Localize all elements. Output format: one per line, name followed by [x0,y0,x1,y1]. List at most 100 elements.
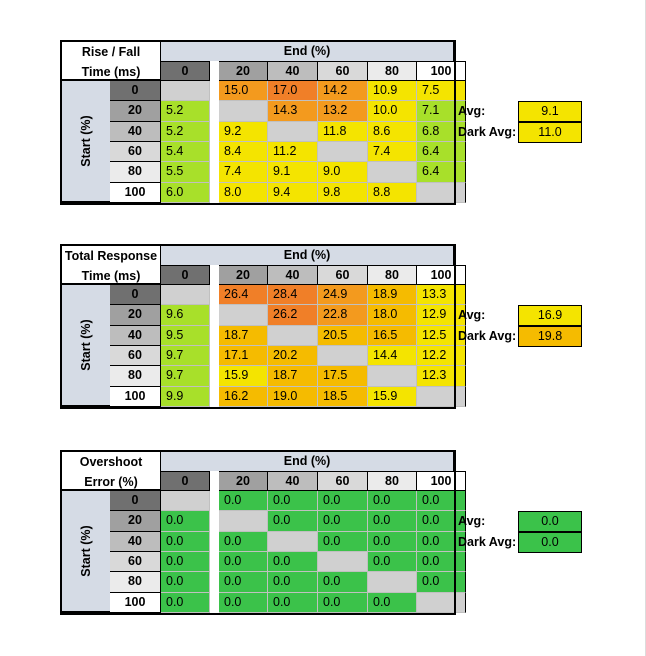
value-cell: 18.7 [268,366,318,387]
value-cell [417,386,466,407]
value-cell [219,101,268,122]
row-header: 40 [110,325,161,346]
value-cell [368,162,417,183]
value-cell: 0.0 [219,551,268,573]
value-cell: 0.0 [161,551,210,573]
table-title-line1: Rise / Fall [81,45,141,59]
value-cell [417,182,466,203]
value-cell: 0.0 [318,531,368,552]
value-cell: 0.0 [219,491,268,512]
row-header: 20 [110,305,161,326]
value-cell: 7.1 [417,101,466,122]
column-header: 100 [417,471,466,491]
dark-avg-label: Dark Avg: [458,534,517,549]
value-cell: 14.3 [268,101,318,122]
column-header: 60 [318,265,368,285]
column-header: 20 [219,471,268,491]
value-cell: 8.8 [368,182,417,203]
value-cell: 0.0 [268,572,318,593]
value-cell: 0.0 [268,592,318,613]
start-percent-header: Start (%) [60,285,110,407]
table-block: Rise / Fall Time (ms) End (%) Start (%) 0 20 4… [60,40,646,205]
value-cell [368,572,417,593]
value-cell: 0.0 [368,551,417,573]
table-block: Total Response Time (ms) End (%) Start (%) 0… [60,244,646,409]
value-cell: 9.4 [268,182,318,203]
column-header: 0 [161,61,210,81]
column-header: 40 [268,265,318,285]
row-header: 20 [110,511,161,532]
value-cell: 6.4 [417,162,466,183]
avg-label: Avg: [458,514,486,529]
row-header: 100 [110,386,161,407]
value-cell: 0.0 [268,551,318,573]
row-header: 0 [110,81,161,102]
table-title-line1: Overshoot [79,455,143,469]
value-cell: 7.4 [219,162,268,183]
value-cell [161,81,210,102]
value-cell: 0.0 [219,572,268,593]
value-cell: 12.9 [417,305,466,326]
avg-label: Avg: [458,104,486,119]
column-header: 80 [368,61,417,81]
dark-avg-value: 0.0 [518,531,582,553]
value-cell: 16.5 [368,325,417,346]
value-cell: 9.7 [161,345,210,367]
value-cell: 20.5 [318,325,368,346]
value-cell [219,305,268,326]
value-cell [368,366,417,387]
row-header: 40 [110,531,161,552]
value-cell: 9.2 [219,121,268,142]
column-header: 80 [368,471,417,491]
avg-label: Avg: [458,308,486,323]
value-cell: 0.0 [161,511,210,532]
row-header: 0 [110,491,161,512]
value-cell [161,491,210,512]
value-cell: 8.0 [219,182,268,203]
row-header: 80 [110,572,161,593]
value-cell: 0.0 [318,572,368,593]
row-header: 40 [110,121,161,142]
value-cell: 9.7 [161,366,210,387]
value-cell: 6.4 [417,141,466,163]
avg-value: 16.9 [518,305,582,327]
start-percent-label: Start (%) [79,115,93,167]
value-cell: 13.3 [417,285,466,306]
dark-avg-label: Dark Avg: [458,124,517,139]
row-header: 80 [110,366,161,387]
value-cell: 0.0 [368,592,417,613]
table-title: Overshoot Error (%) [60,450,161,491]
value-cell: 18.7 [219,325,268,346]
value-cell: 18.0 [368,305,417,326]
value-cell: 11.2 [268,141,318,163]
value-cell: 10.0 [368,101,417,122]
value-cell: 19.0 [268,386,318,407]
value-cell: 5.2 [161,121,210,142]
value-cell: 0.0 [268,491,318,512]
start-percent-label: Start (%) [79,319,93,371]
table-title: Rise / Fall Time (ms) [60,40,161,81]
avg-value: 0.0 [518,511,582,533]
value-cell: 0.0 [318,511,368,532]
value-cell: 18.9 [368,285,417,306]
value-cell: 10.9 [368,81,417,102]
value-cell: 12.5 [417,325,466,346]
value-cell: 5.2 [161,101,210,122]
value-cell: 16.2 [219,386,268,407]
value-cell: 5.5 [161,162,210,183]
value-cell: 0.0 [417,572,466,593]
row-header: 60 [110,551,161,573]
table-title-line1: Total Response [64,249,158,263]
value-cell [318,141,368,163]
table-title-line2: Time (ms) [81,65,141,79]
row-header: 100 [110,182,161,203]
value-cell: 17.1 [219,345,268,367]
column-header: 80 [368,265,417,285]
value-cell: 17.5 [318,366,368,387]
row-header: 60 [110,345,161,367]
value-cell [417,592,466,613]
value-cell: 9.9 [161,386,210,407]
row-header: 80 [110,162,161,183]
row-header: 0 [110,285,161,306]
row-header: 20 [110,101,161,122]
